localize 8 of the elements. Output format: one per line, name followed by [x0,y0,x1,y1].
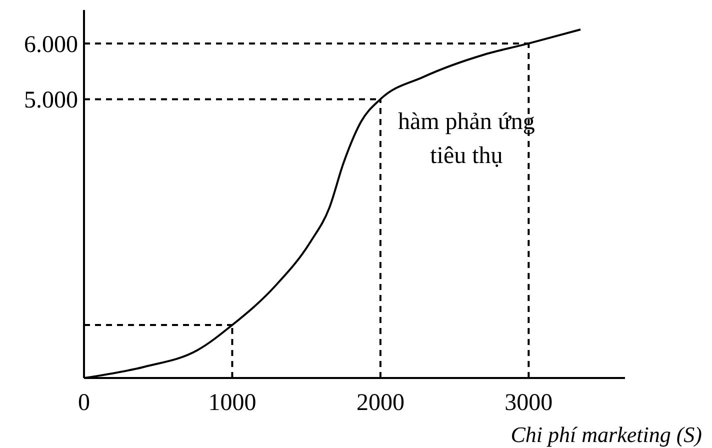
x-tick-label: 3000 [504,390,553,416]
x-tick-label: 0 [78,390,90,416]
y-tick-label: 5.000 [24,88,78,114]
x-tick-label: 2000 [356,390,404,416]
x-axis-title: Chi phí marketing (S) [510,422,702,447]
x-tick-label: 1000 [208,390,256,416]
y-tick-label: 6.000 [24,32,78,58]
annotation: hàm phản ứng tiêu thụ [398,109,535,170]
